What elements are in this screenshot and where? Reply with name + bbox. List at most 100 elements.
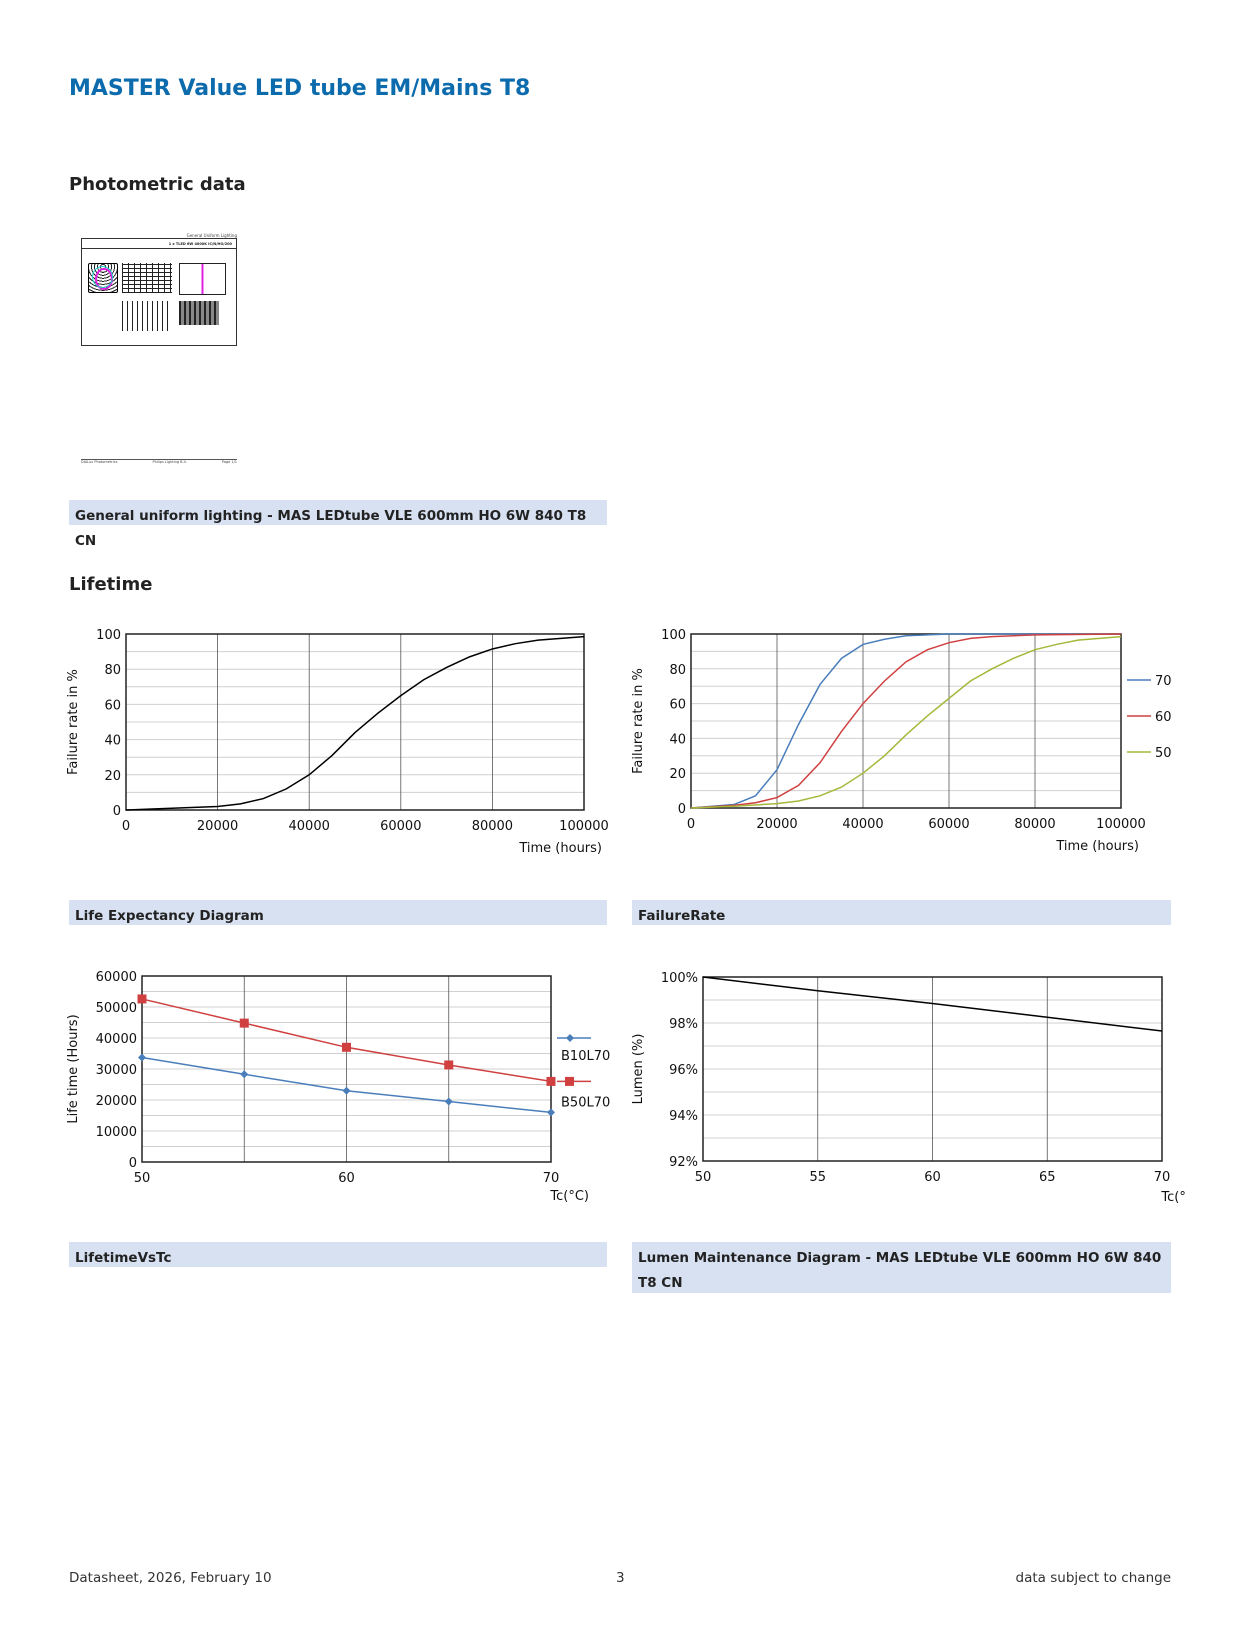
ugr-diagram-icon — [179, 263, 226, 295]
failure-rate-chart: 0 20 40 60 80 100 0 20000 40000 60000 80000 100000 T… — [631, 628, 1172, 854]
series-line-main — [702, 976, 1163, 1032]
x-tick-label: 80000 — [472, 819, 513, 834]
y-tick-label: 20 — [669, 767, 686, 782]
footer-date: Datasheet, 2026, February 10 — [69, 1570, 272, 1586]
y-tick-label: 10000 — [96, 1125, 137, 1140]
y-tick-label: 0 — [678, 802, 686, 817]
lumen-maintenance-chart: 92% 94% 96% 98% 100% 50 55 60 65 70 Tc(°C) Lumen (%… — [631, 971, 1185, 1205]
page-title: MASTER Value LED tube EM/Mains T8 — [69, 76, 531, 101]
y-tick-label: 50000 — [96, 1001, 137, 1016]
y-tick-label: 30000 — [96, 1063, 137, 1078]
isolux-diagram-icon — [122, 263, 172, 293]
legend-label: 50 — [1155, 746, 1172, 761]
y-tick-label: 0 — [129, 1156, 137, 1171]
x-tick-label: 50 — [695, 1170, 712, 1185]
y-tick-label: 100% — [661, 971, 698, 986]
lifetime-vs-tc-caption: LifetimeVsTc — [69, 1242, 607, 1267]
x-axis-label: Tc(°C) — [1160, 1190, 1185, 1205]
y-tick-label: 60 — [104, 698, 121, 713]
x-tick-label: 60000 — [380, 819, 421, 834]
series-line-50 — [690, 635, 1122, 809]
photometric-thumbnail: 1 x TLED 6W 4000K IC/N/HO/200 — [81, 238, 237, 346]
y-tick-label: 20000 — [96, 1094, 137, 1109]
y-tick-label: 60 — [669, 698, 686, 713]
plot-frame — [702, 976, 1163, 1162]
x-axis-label: Time (hours) — [518, 841, 602, 856]
lifetime-vs-tc-chart: 0 10000 20000 30000 40000 50000 60000 50 60 70 Tc(… — [66, 970, 610, 1204]
data-point-B50L70 — [342, 1042, 351, 1052]
x-tick-label: 20000 — [197, 819, 238, 834]
data-point-B10L70 — [444, 1097, 453, 1106]
plot-frame — [690, 633, 1122, 809]
y-tick-label: 20 — [104, 769, 121, 784]
y-tick-label: 94% — [669, 1109, 698, 1124]
thumbnail-subheader: 1 x TLED 6W 4000K IC/N/HO/200 — [168, 242, 232, 246]
life-expectancy-caption: Life Expectancy Diagram — [69, 900, 607, 925]
x-tick-label: 100000 — [559, 819, 609, 834]
y-tick-label: 80 — [669, 663, 686, 678]
series-line-60 — [690, 633, 1122, 809]
y-tick-label: 100 — [96, 628, 121, 643]
x-tick-label: 60 — [924, 1170, 941, 1185]
luminance-table-icon — [179, 301, 219, 325]
y-tick-label: 80 — [104, 663, 121, 678]
y-tick-label: 60000 — [96, 970, 137, 985]
y-tick-label: 40000 — [96, 1032, 137, 1047]
series-line-main — [125, 635, 585, 811]
footer-disclaimer: data subject to change — [1015, 1570, 1171, 1586]
lifetime-heading: Lifetime — [69, 574, 153, 595]
thumbnail-footer: DIALux Photometrics Philips Lighting B.V… — [81, 459, 237, 464]
x-tick-label: 40000 — [842, 817, 883, 832]
thumbnail-header: General Uniform Lighting — [186, 233, 237, 238]
thumbnail-footer-left: DIALux Photometrics — [81, 460, 118, 464]
photometric-caption: General uniform lighting - MAS LEDtube V… — [69, 500, 607, 549]
x-tick-label: 50 — [134, 1171, 151, 1186]
y-axis-label: Lumen (%) — [631, 1034, 646, 1105]
y-tick-label: 40 — [104, 734, 121, 749]
x-axis-label: Time (hours) — [1055, 839, 1139, 854]
x-tick-label: 60000 — [928, 817, 969, 832]
x-tick-label: 60 — [338, 1171, 355, 1186]
plot-frame — [125, 633, 585, 811]
utilization-table-icon — [122, 301, 172, 331]
legend-label: 70 — [1155, 674, 1172, 689]
x-tick-label: 55 — [809, 1170, 826, 1185]
legend-label: B10L70 — [561, 1049, 610, 1064]
failure-rate-caption: FailureRate — [632, 900, 1171, 925]
thumbnail-footer-right: Page 1/1 — [221, 460, 237, 464]
data-point-B10L70 — [240, 1070, 249, 1079]
data-point-B50L70 — [137, 994, 147, 1004]
x-tick-label: 0 — [122, 819, 130, 834]
thumbnail-footer-mid: Philips Lighting B.V. — [152, 460, 187, 464]
y-tick-label: 96% — [669, 1063, 698, 1078]
x-axis-label: Tc(°C) — [549, 1189, 589, 1204]
data-point-B10L70 — [342, 1086, 351, 1095]
lumen-maintenance-caption: Lumen Maintenance Diagram - MAS LEDtube … — [632, 1242, 1171, 1293]
legend-marker — [565, 1076, 574, 1086]
data-point-B10L70 — [547, 1108, 555, 1117]
y-tick-label: 100 — [661, 628, 686, 643]
legend-marker — [566, 1034, 574, 1042]
legend-label: B50L70 — [561, 1095, 610, 1110]
x-tick-label: 65 — [1039, 1170, 1056, 1185]
legend-label: 60 — [1155, 710, 1172, 725]
x-tick-label: 70 — [1154, 1170, 1171, 1185]
y-axis-label: Life time (Hours) — [66, 1014, 81, 1123]
y-tick-label: 92% — [669, 1155, 698, 1170]
y-tick-label: 40 — [669, 732, 686, 747]
data-point-B50L70 — [444, 1060, 454, 1070]
x-tick-label: 20000 — [756, 817, 797, 832]
y-axis-label: Failure rate in % — [66, 669, 81, 775]
y-tick-label: 98% — [669, 1017, 698, 1032]
y-tick-label: 0 — [113, 804, 121, 819]
polar-diagram-icon — [88, 263, 118, 293]
x-tick-label: 80000 — [1014, 817, 1055, 832]
series-line-70 — [690, 633, 1121, 809]
plot-frame — [141, 975, 552, 1163]
data-point-B10L70 — [138, 1053, 146, 1062]
x-tick-label: 40000 — [289, 819, 330, 834]
x-tick-label: 100000 — [1096, 817, 1146, 832]
photometric-heading: Photometric data — [69, 174, 246, 195]
x-tick-label: 0 — [687, 817, 695, 832]
